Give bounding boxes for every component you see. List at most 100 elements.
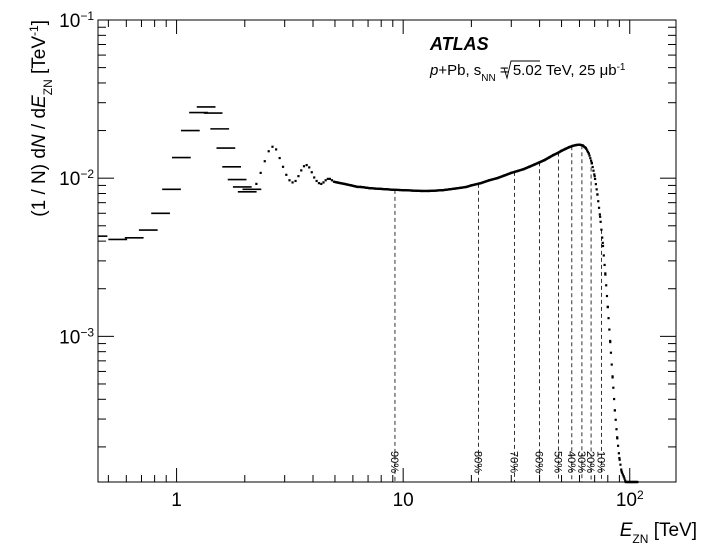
y-tick-label: 10−2 bbox=[59, 167, 94, 190]
data-point bbox=[609, 351, 613, 354]
data-point bbox=[605, 294, 609, 298]
data-point bbox=[597, 200, 600, 203]
data-point bbox=[618, 456, 621, 460]
data-point bbox=[602, 254, 605, 257]
data-point bbox=[271, 145, 274, 148]
sqrt-sign bbox=[503, 60, 540, 80]
data-point bbox=[586, 149, 589, 152]
data-point bbox=[586, 150, 590, 154]
centrality-label: 40% bbox=[565, 451, 577, 473]
data-point bbox=[616, 437, 619, 440]
data-point bbox=[595, 188, 598, 191]
data-point bbox=[275, 148, 278, 151]
data-point bbox=[620, 471, 624, 474]
data-point bbox=[278, 156, 281, 160]
data-point bbox=[613, 397, 616, 401]
data-point bbox=[609, 339, 612, 343]
data-point bbox=[615, 428, 618, 431]
data-point bbox=[622, 475, 625, 478]
x-axis-label: EZN [TeV] bbox=[620, 520, 697, 546]
centrality-label: 50% bbox=[552, 451, 564, 473]
data-point bbox=[584, 146, 587, 149]
y-tick-label: 10−1 bbox=[59, 9, 94, 32]
centrality-label: 90% bbox=[388, 451, 400, 473]
centrality-label: 10% bbox=[594, 451, 606, 473]
data-point bbox=[608, 328, 611, 331]
data-point bbox=[285, 173, 288, 176]
data-point bbox=[606, 305, 609, 308]
data-point bbox=[614, 418, 617, 421]
data-point bbox=[597, 206, 601, 209]
data-point bbox=[297, 175, 300, 178]
data-point bbox=[620, 468, 623, 471]
centrality-label: 80% bbox=[471, 451, 483, 473]
data-point bbox=[609, 340, 612, 344]
collision-info: p+Pb, sNN = 5.02 TeV, 25 μb-1 bbox=[429, 62, 626, 84]
data-point bbox=[607, 317, 610, 320]
data-point bbox=[590, 159, 593, 162]
data-point bbox=[259, 171, 262, 174]
centrality-label: 20% bbox=[584, 451, 596, 473]
data-point bbox=[324, 179, 327, 182]
data-point bbox=[267, 150, 270, 153]
data-point bbox=[624, 479, 627, 482]
data-point bbox=[623, 477, 626, 480]
data-point bbox=[620, 470, 623, 473]
y-axis-label: (1 / N) dN / dEZN [TeV-1] bbox=[27, 20, 55, 217]
data-point bbox=[591, 165, 594, 169]
data-point bbox=[585, 147, 588, 151]
data-point bbox=[598, 213, 601, 216]
centrality-label: 60% bbox=[533, 451, 545, 473]
data-point bbox=[590, 162, 594, 165]
data-point bbox=[616, 444, 620, 447]
data-point bbox=[636, 480, 639, 484]
data-point bbox=[603, 263, 606, 267]
data-point bbox=[308, 166, 311, 169]
data-point bbox=[330, 179, 334, 182]
data-point bbox=[313, 176, 316, 179]
data-point bbox=[612, 386, 615, 389]
y-tick-label: 10−3 bbox=[59, 325, 94, 348]
data-point bbox=[326, 177, 329, 180]
data-point bbox=[596, 193, 599, 196]
data-point bbox=[328, 177, 332, 180]
data-points bbox=[98, 106, 639, 484]
data-point bbox=[610, 363, 613, 366]
x-tick-label: 102 bbox=[616, 488, 644, 511]
data-point bbox=[604, 273, 607, 276]
data-point bbox=[592, 169, 595, 172]
data-point bbox=[601, 236, 604, 239]
data-point bbox=[302, 165, 306, 168]
data-point bbox=[599, 215, 602, 218]
x-tick-label: 10 bbox=[393, 490, 414, 511]
data-point bbox=[600, 228, 603, 231]
data-point bbox=[594, 183, 597, 186]
data-point bbox=[300, 169, 303, 172]
data-point bbox=[605, 284, 608, 287]
tick-labels: 1 10 102 10−1 10−2 10−3 bbox=[59, 9, 644, 511]
data-point bbox=[320, 182, 323, 186]
data-point bbox=[621, 473, 624, 476]
data-point bbox=[294, 179, 297, 183]
centrality-label: 30% bbox=[575, 451, 587, 473]
centrality-label: 70% bbox=[507, 451, 519, 473]
data-point bbox=[599, 220, 602, 223]
atlas-label: ATLAS bbox=[429, 34, 489, 54]
data-point bbox=[604, 272, 607, 275]
data-point bbox=[589, 157, 592, 160]
data-point bbox=[288, 179, 291, 182]
data-point bbox=[255, 182, 258, 186]
data-point bbox=[322, 181, 325, 184]
data-point bbox=[305, 163, 308, 167]
data-point bbox=[291, 181, 294, 184]
data-point bbox=[317, 182, 321, 185]
plot-frame bbox=[97, 19, 677, 483]
data-point bbox=[593, 173, 596, 176]
data-point bbox=[601, 244, 605, 248]
axis-ticks bbox=[98, 19, 676, 482]
data-point bbox=[593, 175, 596, 178]
data-point bbox=[618, 458, 621, 461]
data-point bbox=[611, 375, 614, 378]
data-point bbox=[619, 463, 622, 466]
